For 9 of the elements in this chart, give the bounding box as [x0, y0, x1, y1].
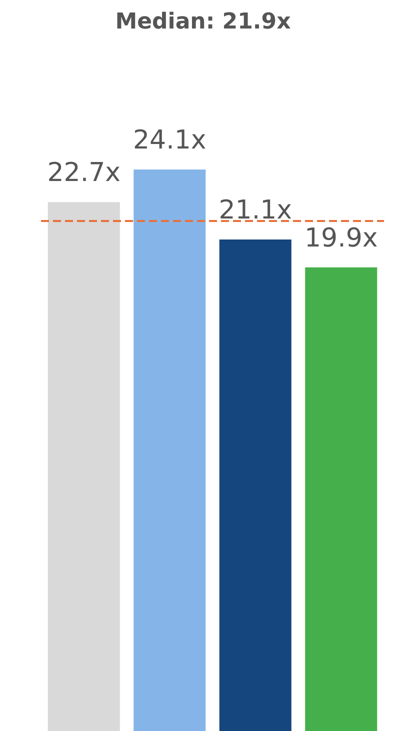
bar — [134, 170, 206, 731]
data-label: 19.9x — [304, 223, 378, 254]
data-label: 24.1x — [132, 126, 206, 156]
data-label: 22.7x — [47, 158, 121, 188]
bar — [219, 239, 292, 731]
bar — [48, 202, 120, 731]
data-label: 21.1x — [218, 195, 292, 226]
chart-title: Median: 21.9x — [115, 10, 291, 34]
bar — [305, 267, 378, 731]
